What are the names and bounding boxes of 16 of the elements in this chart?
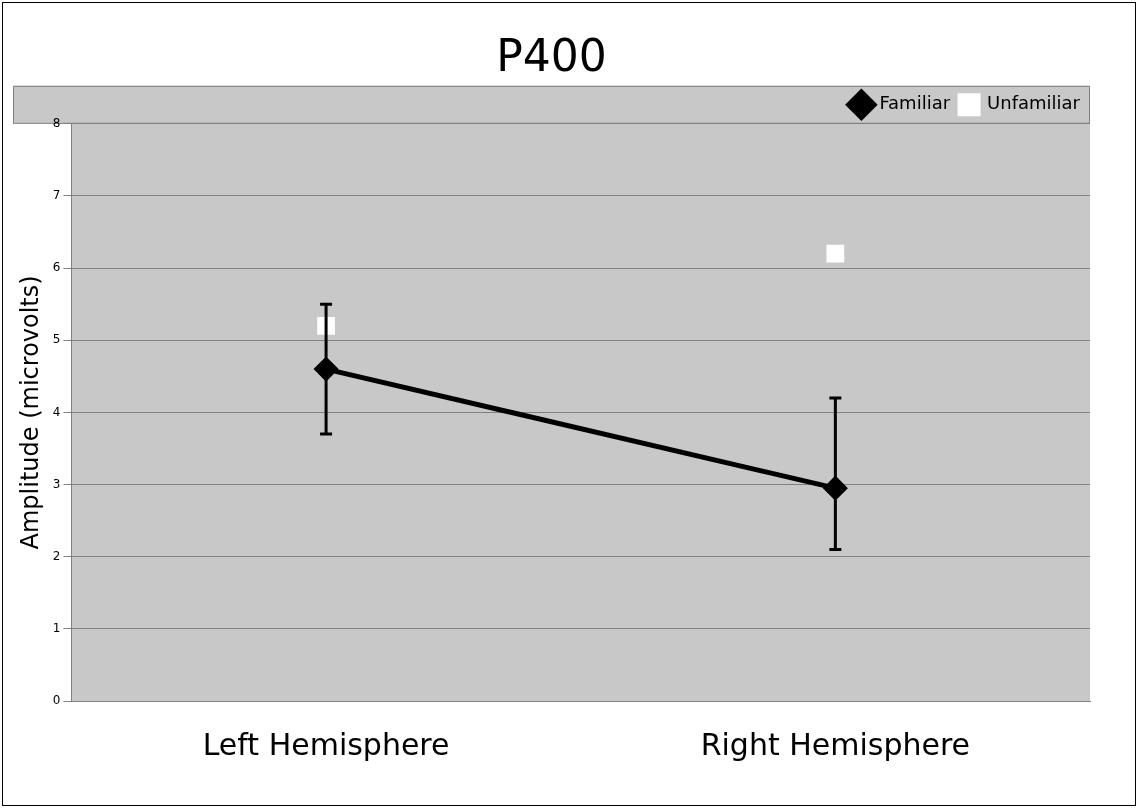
- legend-label: Unfamiliar: [987, 92, 1081, 114]
- y-tick-label: 1: [52, 620, 61, 635]
- y-tick-label: 2: [52, 548, 61, 563]
- y-tick-label: 7: [52, 188, 61, 203]
- y-tick-label: 4: [52, 404, 61, 419]
- legend-label: Familiar: [879, 92, 951, 114]
- y-tick-label: 3: [52, 476, 61, 491]
- y-tick-label: 5: [52, 332, 61, 347]
- y-axis-title: Amplitude (microvolts): [15, 275, 44, 550]
- x-tick-label: Left Hemisphere: [202, 726, 450, 762]
- point: [826, 244, 845, 263]
- y-tick-label: 6: [52, 260, 61, 275]
- y-tick-label: 0: [52, 693, 61, 708]
- y-tick-label: 8: [52, 115, 61, 130]
- x-tick-label: Right Hemisphere: [700, 726, 971, 762]
- chart-title: P400: [496, 29, 607, 81]
